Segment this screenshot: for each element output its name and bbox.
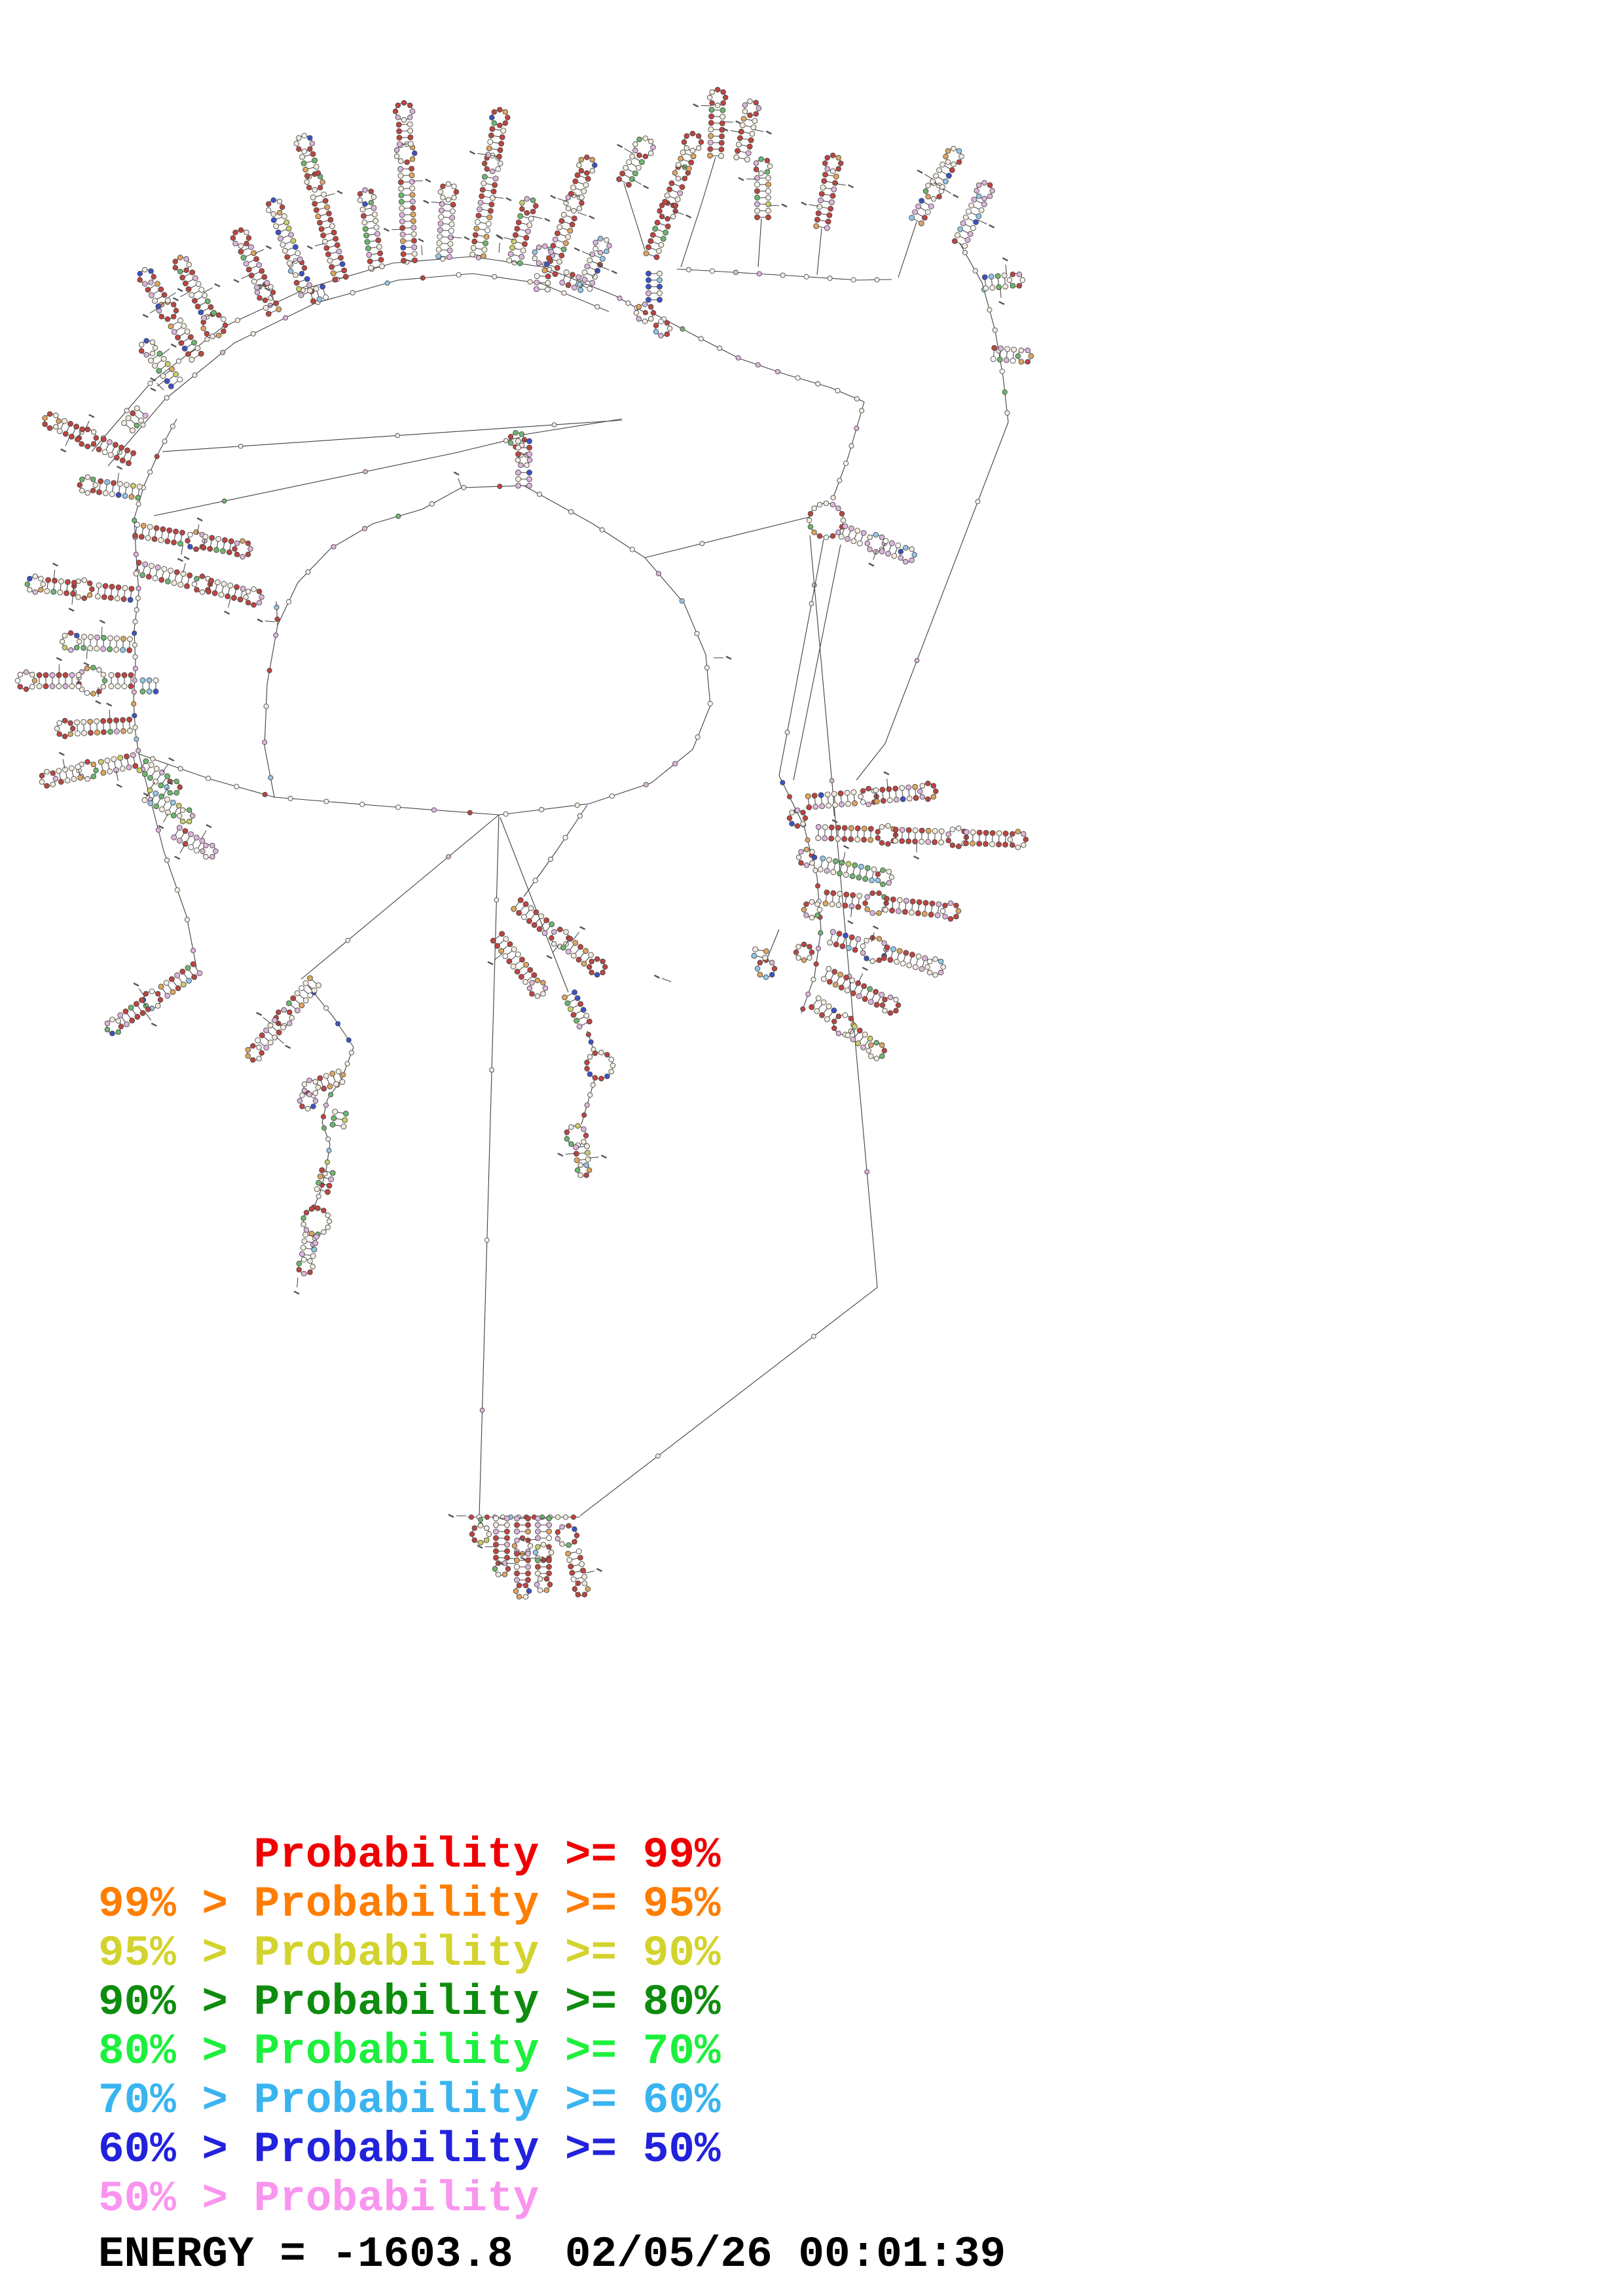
legend-row-60: 70% > Probability >= 60% (98, 2076, 721, 2125)
probability-legend: Probability >= 99% 99% > Probability >= … (98, 1831, 721, 2223)
legend-row-50: 60% > Probability >= 50% (98, 2125, 721, 2174)
legend-row-80: 90% > Probability >= 80% (98, 1978, 721, 2027)
legend-row-70: 80% > Probability >= 70% (98, 2027, 721, 2076)
legend-row-95: 99% > Probability >= 95% (98, 1880, 721, 1929)
legend-row-90: 95% > Probability >= 90% (98, 1929, 721, 1978)
structure-diagram (14, 86, 1034, 1600)
legend-row-99: Probability >= 99% (98, 1831, 721, 1880)
energy-readout: ENERGY = -1603.8 02/05/26 00:01:39 (98, 2230, 1006, 2279)
legend-row-below-50: 50% > Probability (98, 2174, 539, 2223)
